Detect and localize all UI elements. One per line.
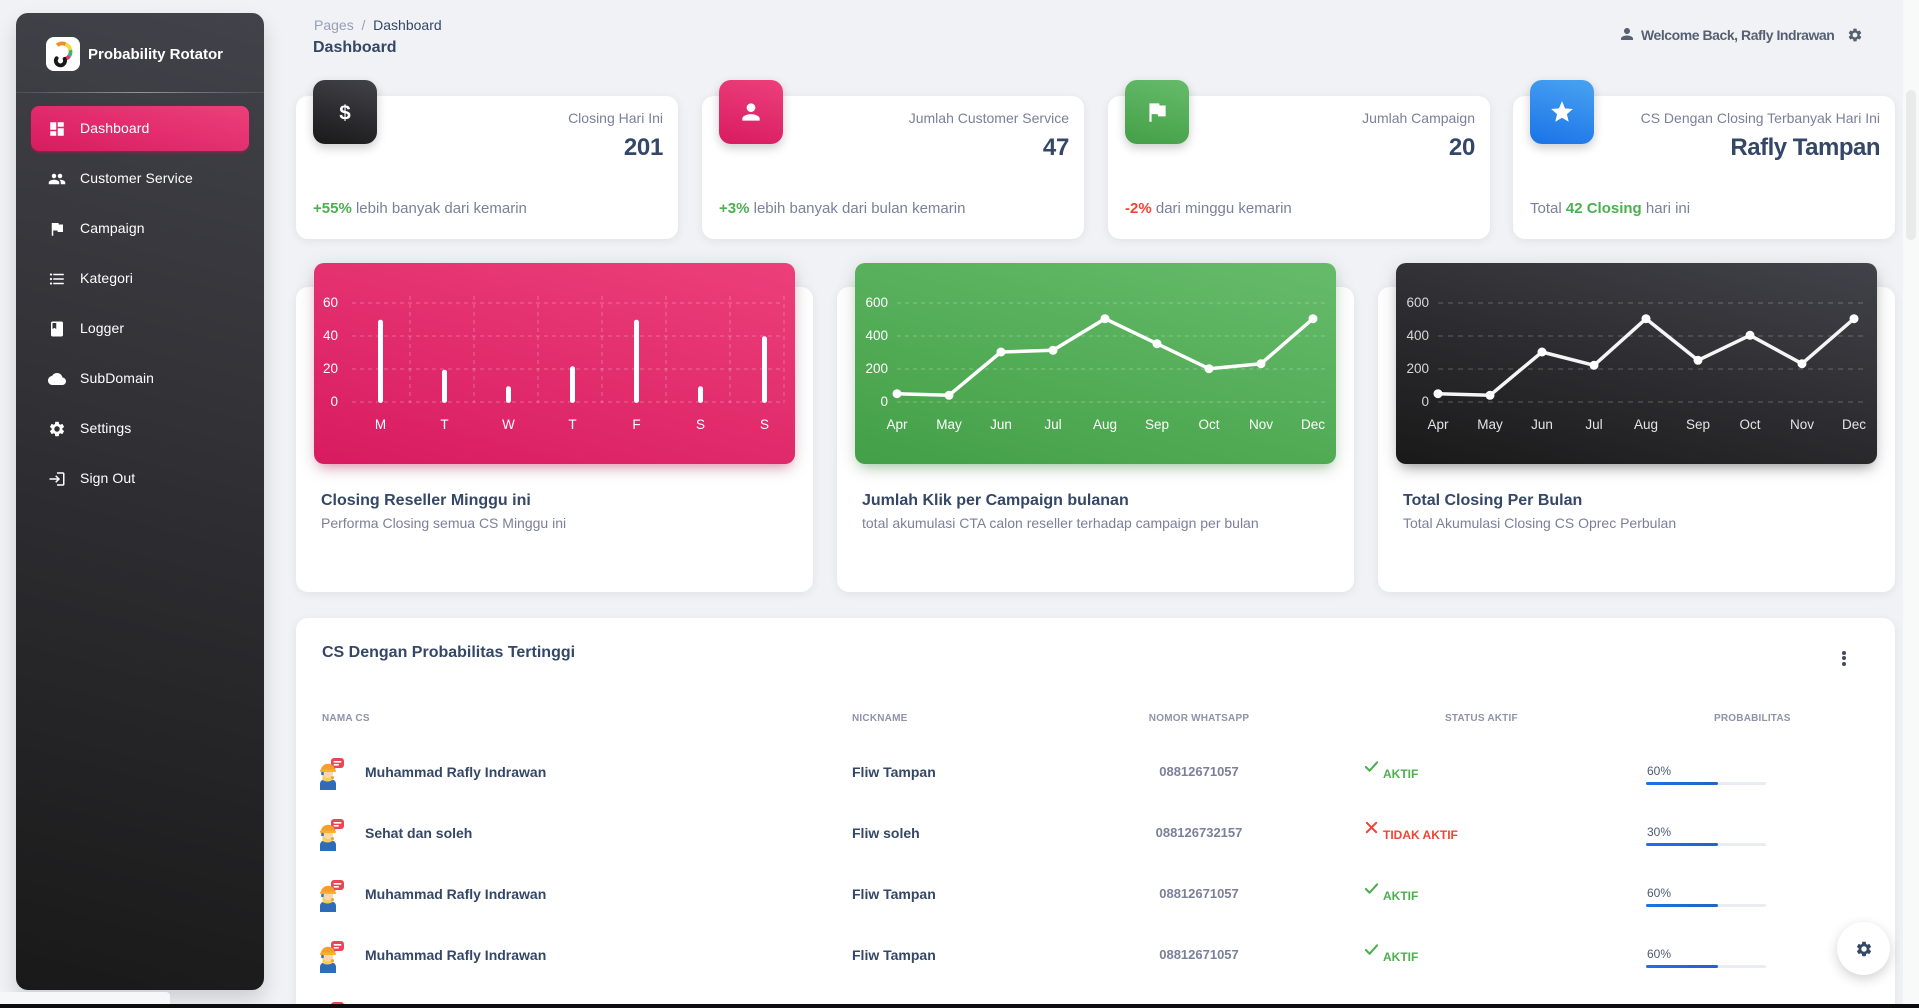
svg-text:T: T <box>568 417 576 432</box>
svg-text:Jun: Jun <box>990 417 1012 432</box>
svg-text:Dec: Dec <box>1842 417 1866 432</box>
svg-text:Sep: Sep <box>1145 417 1169 432</box>
svg-text:Jun: Jun <box>1531 417 1553 432</box>
svg-text:0: 0 <box>1421 394 1429 409</box>
svg-text:Jul: Jul <box>1044 417 1061 432</box>
svg-text:Nov: Nov <box>1790 417 1814 432</box>
svg-text:600: 600 <box>1406 295 1429 310</box>
svg-text:0: 0 <box>330 394 338 409</box>
svg-text:M: M <box>375 417 386 432</box>
svg-text:May: May <box>936 417 962 432</box>
svg-text:400: 400 <box>865 328 888 343</box>
svg-text:F: F <box>632 417 640 432</box>
svg-text:Apr: Apr <box>1427 417 1449 432</box>
svg-text:Dec: Dec <box>1301 417 1325 432</box>
svg-text:600: 600 <box>865 295 888 310</box>
svg-text:$: $ <box>339 102 351 125</box>
svg-text:200: 200 <box>865 361 888 376</box>
svg-text:May: May <box>1477 417 1503 432</box>
svg-text:40: 40 <box>323 328 338 343</box>
svg-text:W: W <box>502 417 515 432</box>
svg-text:Sep: Sep <box>1686 417 1710 432</box>
svg-text:400: 400 <box>1406 328 1429 343</box>
svg-text:S: S <box>696 417 705 432</box>
svg-text:Oct: Oct <box>1198 417 1219 432</box>
svg-text:Aug: Aug <box>1093 417 1117 432</box>
svg-text:Nov: Nov <box>1249 417 1273 432</box>
svg-text:Jul: Jul <box>1585 417 1602 432</box>
svg-text:0: 0 <box>880 394 888 409</box>
svg-text:200: 200 <box>1406 361 1429 376</box>
svg-text:Oct: Oct <box>1739 417 1760 432</box>
svg-text:Aug: Aug <box>1634 417 1658 432</box>
svg-text:Apr: Apr <box>886 417 908 432</box>
svg-text:T: T <box>440 417 448 432</box>
svg-text:20: 20 <box>323 361 338 376</box>
svg-text:60: 60 <box>323 295 338 310</box>
svg-text:S: S <box>760 417 769 432</box>
